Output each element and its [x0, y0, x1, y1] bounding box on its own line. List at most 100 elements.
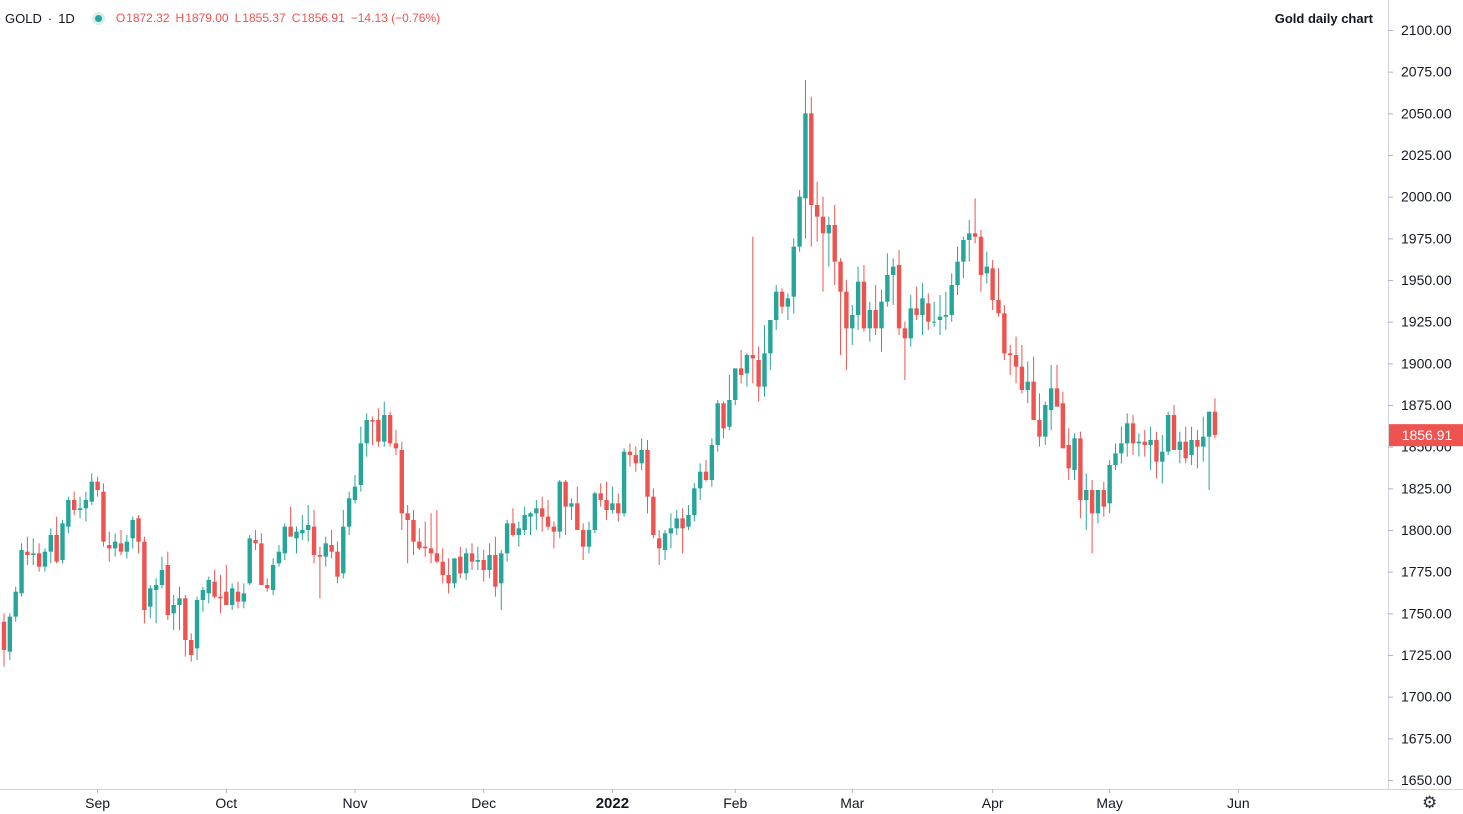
candle-body[interactable] — [171, 605, 176, 614]
candle-body[interactable] — [189, 640, 194, 655]
candle-body[interactable] — [177, 598, 182, 605]
candle-body[interactable] — [487, 555, 492, 570]
candle-body[interactable] — [978, 236, 984, 275]
candle-body[interactable] — [352, 486, 358, 500]
candle-body[interactable] — [949, 285, 954, 315]
candle-body[interactable] — [569, 503, 574, 507]
candle-body[interactable] — [534, 508, 539, 514]
candle-body[interactable] — [744, 355, 750, 374]
candle-body[interactable] — [914, 308, 919, 315]
candle-body[interactable] — [194, 600, 200, 649]
candle-body[interactable] — [42, 551, 48, 567]
candle-body[interactable] — [469, 553, 475, 562]
candle-body[interactable] — [1136, 441, 1142, 444]
candle-body[interactable] — [844, 291, 849, 329]
candle-body[interactable] — [797, 196, 802, 247]
candle-body[interactable] — [838, 261, 843, 292]
candle-body[interactable] — [715, 403, 720, 445]
candle-body[interactable] — [996, 300, 1001, 314]
candle-body[interactable] — [212, 581, 217, 597]
candle-body[interactable] — [972, 233, 978, 237]
candle-body[interactable] — [200, 590, 206, 600]
candle-body[interactable] — [1025, 381, 1030, 390]
candle-body[interactable] — [1171, 415, 1177, 450]
candle-body[interactable] — [1212, 411, 1218, 435]
candle-body[interactable] — [1013, 355, 1019, 367]
candle-body[interactable] — [774, 291, 779, 320]
candle-body[interactable] — [820, 216, 826, 234]
candle-body[interactable] — [458, 556, 463, 574]
candle-body[interactable] — [616, 503, 621, 514]
candle-body[interactable] — [19, 550, 24, 594]
candle-body[interactable] — [136, 518, 141, 542]
candle-body[interactable] — [481, 560, 486, 570]
candle-body[interactable] — [60, 523, 65, 560]
candle-body[interactable] — [48, 535, 53, 552]
candle-body[interactable] — [434, 553, 440, 562]
candle-body[interactable] — [1089, 490, 1095, 514]
candle-body[interactable] — [247, 538, 252, 584]
candle-body[interactable] — [891, 266, 896, 275]
candle-body[interactable] — [855, 281, 861, 315]
candle-body[interactable] — [346, 498, 352, 527]
candle-body[interactable] — [382, 415, 387, 442]
candle-body[interactable] — [738, 368, 744, 375]
candle-body[interactable] — [639, 450, 644, 464]
candle-body[interactable] — [861, 281, 867, 329]
candle-body[interactable] — [785, 298, 791, 307]
candle-body[interactable] — [937, 316, 943, 320]
candle-body[interactable] — [721, 403, 726, 429]
candle-body[interactable] — [1008, 353, 1013, 355]
candle-body[interactable] — [651, 496, 656, 535]
candle-body[interactable] — [446, 575, 451, 584]
candle-body[interactable] — [229, 588, 235, 605]
candle-body[interactable] — [814, 205, 820, 217]
candle-body[interactable] — [1054, 388, 1060, 407]
candle-body[interactable] — [235, 591, 241, 602]
candle-body[interactable] — [791, 246, 796, 297]
candle-body[interactable] — [36, 553, 42, 567]
candle-body[interactable] — [159, 570, 165, 585]
candle-body[interactable] — [551, 526, 557, 532]
candle-body[interactable] — [165, 565, 170, 615]
candle-body[interactable] — [586, 530, 592, 547]
candle-body[interactable] — [306, 525, 311, 530]
candle-body[interactable] — [1, 621, 7, 650]
candle-body[interactable] — [850, 315, 855, 329]
candle-body[interactable] — [779, 291, 785, 307]
candle-body[interactable] — [768, 320, 773, 354]
candle-body[interactable] — [662, 533, 668, 550]
candle-body[interactable] — [1037, 420, 1042, 437]
candle-body[interactable] — [493, 555, 498, 587]
candle-body[interactable] — [727, 400, 732, 427]
candle-body[interactable] — [1060, 403, 1066, 449]
candle-body[interactable] — [153, 585, 159, 590]
candle-body[interactable] — [499, 553, 504, 584]
candle-body[interactable] — [311, 526, 317, 555]
candle-body[interactable] — [1130, 423, 1136, 444]
candle-body[interactable] — [118, 543, 124, 552]
candle-body[interactable] — [1107, 465, 1112, 504]
candle-body[interactable] — [376, 420, 381, 442]
candle-body[interactable] — [440, 561, 445, 575]
candle-body[interactable] — [370, 420, 375, 422]
candle-body[interactable] — [335, 551, 340, 577]
candle-body[interactable] — [475, 560, 481, 562]
candle-body[interactable] — [25, 551, 30, 555]
candle-body[interactable] — [218, 596, 223, 599]
interval-label[interactable]: 1D — [58, 10, 75, 26]
candle-body[interactable] — [686, 515, 691, 527]
candle-body[interactable] — [423, 546, 428, 549]
time-axis[interactable]: Sep Oct Nov Dec 2022 Feb Mar Apr May Jun — [85, 789, 1250, 812]
candle-body[interactable] — [510, 523, 516, 535]
candle-body[interactable] — [142, 541, 147, 610]
candle-body[interactable] — [1183, 441, 1188, 459]
candle-body[interactable] — [1066, 445, 1071, 469]
candle-body[interactable] — [1201, 436, 1206, 447]
candle-body[interactable] — [645, 450, 650, 497]
candle-body[interactable] — [873, 310, 878, 329]
candle-body[interactable] — [557, 481, 562, 532]
candle-body[interactable] — [1078, 438, 1083, 500]
candle-body[interactable] — [809, 113, 814, 205]
